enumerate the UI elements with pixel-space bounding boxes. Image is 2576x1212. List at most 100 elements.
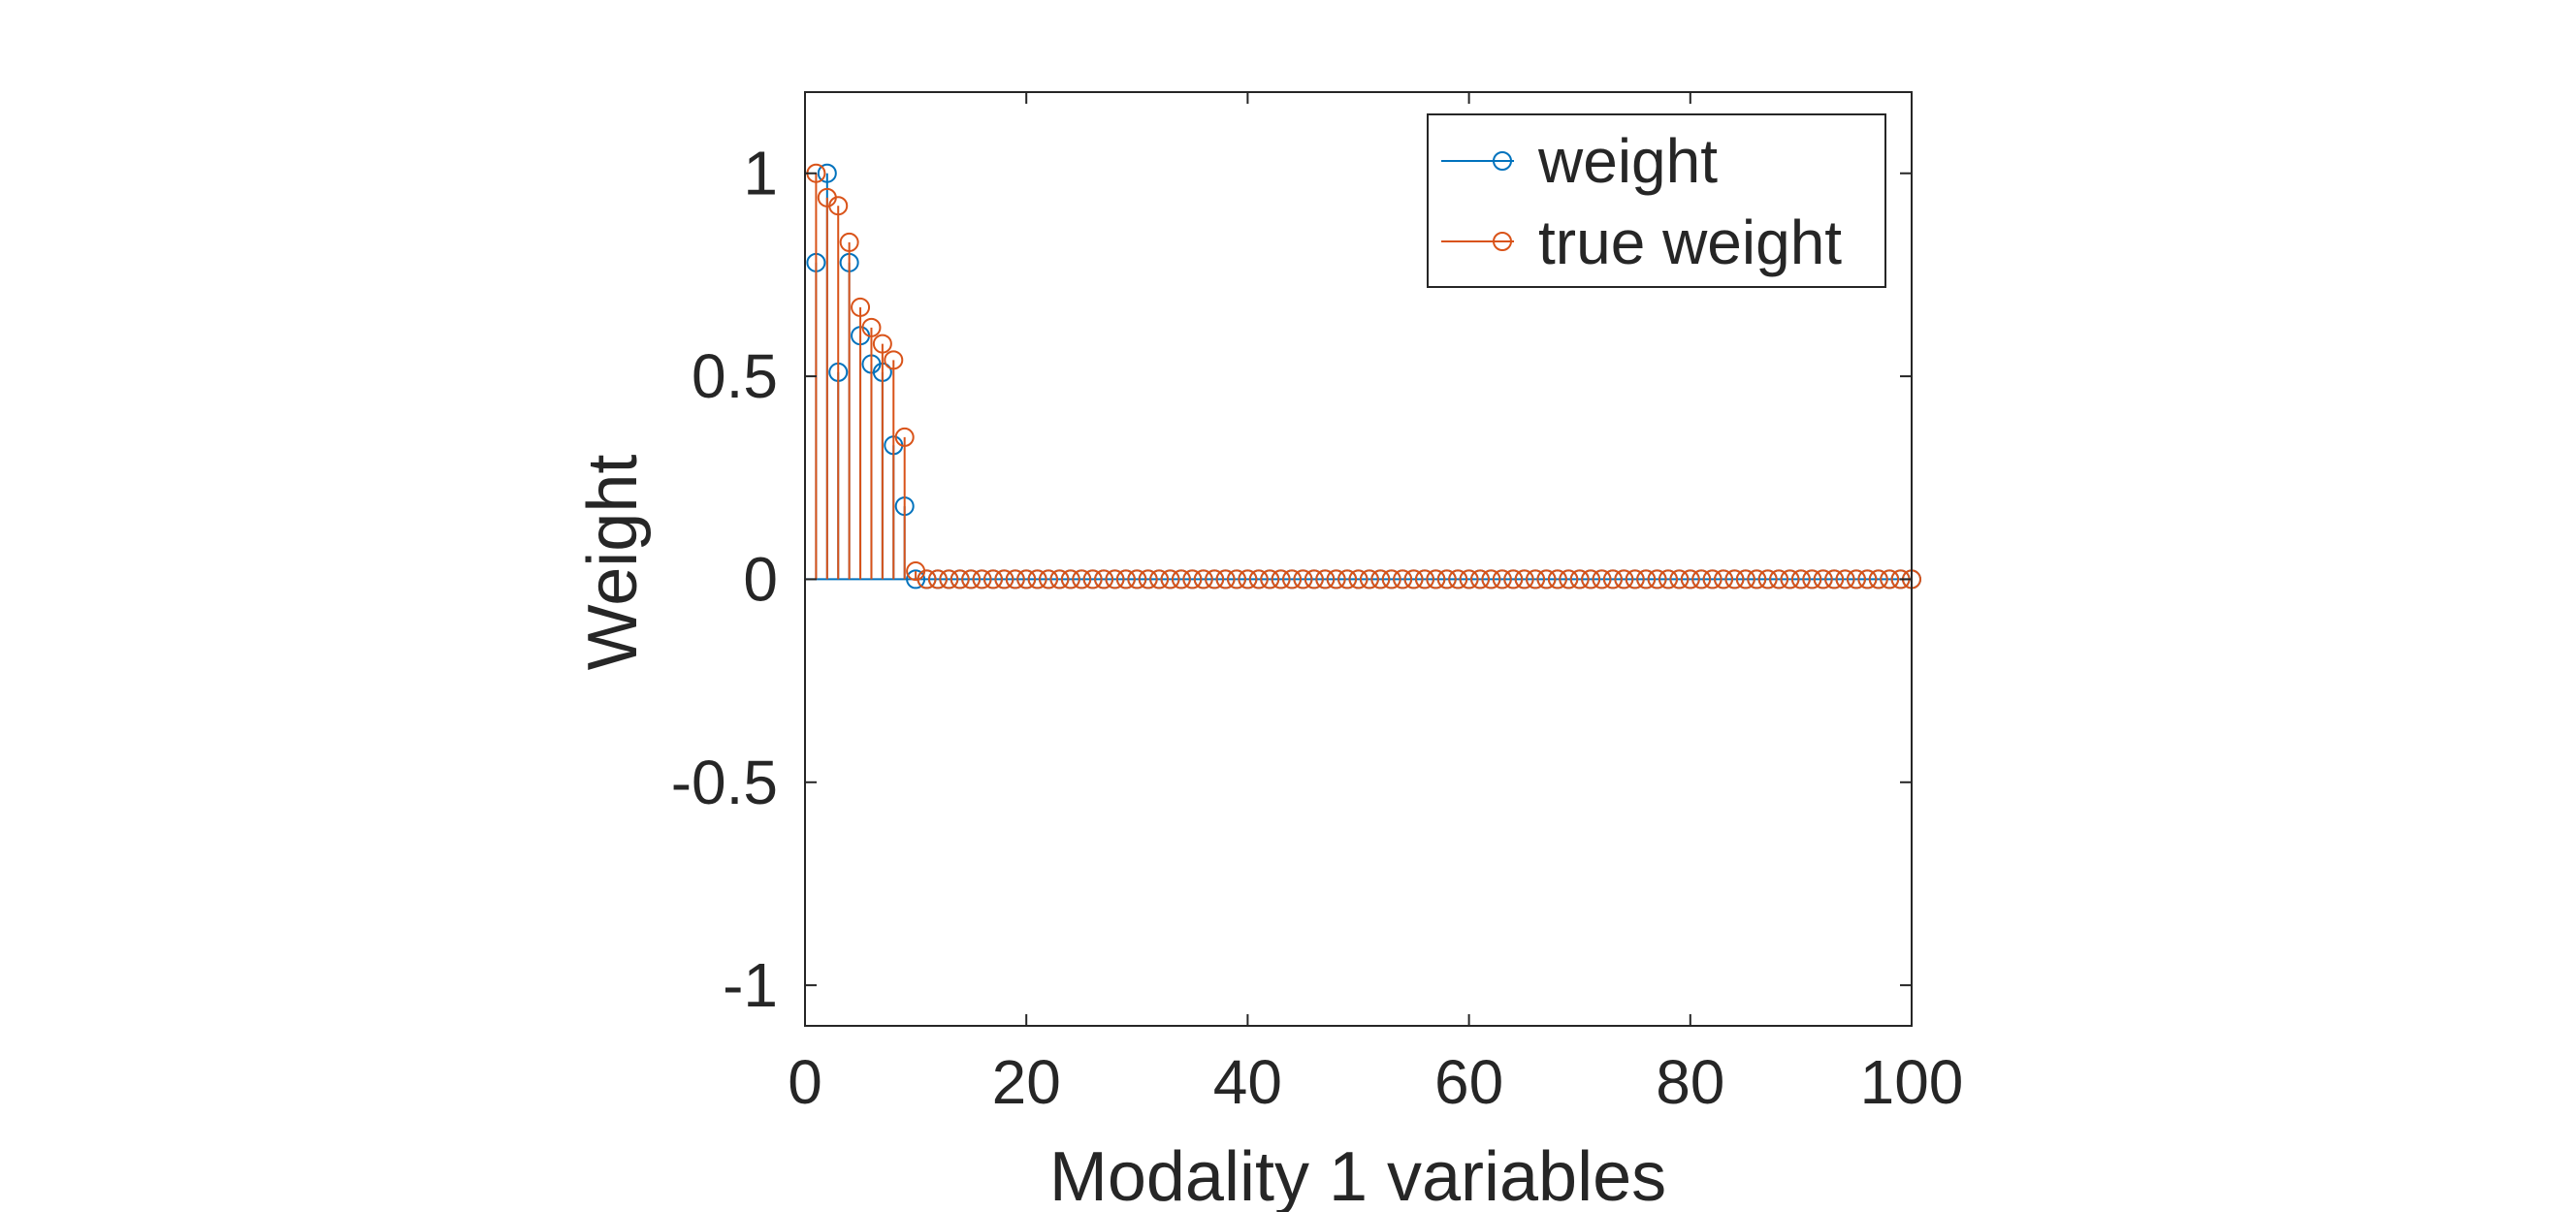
marker-true-weight-61: [1470, 569, 1491, 590]
marker-true-weight-86: [1747, 569, 1767, 590]
marker-true-weight-94: [1835, 569, 1855, 590]
marker-weight-2: [817, 163, 837, 183]
marker-true-weight-23: [1049, 569, 1070, 590]
marker-true-weight-57: [1426, 569, 1446, 590]
marker-true-weight-36: [1193, 569, 1213, 590]
tick-labels-group: 0 20 40 60 80 100 -1 -0.5 0 0.5 1: [671, 139, 1964, 1117]
marker-true-weight-53: [1381, 569, 1401, 590]
y-tick-label: -1: [723, 950, 778, 1020]
marker-true-weight-90: [1790, 569, 1811, 590]
marker-true-weight-51: [1359, 569, 1379, 590]
marker-true-weight-21: [1027, 569, 1047, 590]
marker-true-weight-33: [1160, 569, 1180, 590]
marker-true-weight-4: [839, 232, 859, 252]
marker-true-weight-34: [1171, 569, 1191, 590]
marker-true-weight-49: [1337, 569, 1358, 590]
marker-true-weight-70: [1569, 569, 1590, 590]
marker-true-weight-50: [1348, 569, 1368, 590]
marker-true-weight-93: [1824, 569, 1845, 590]
marker-weight-10: [906, 569, 926, 590]
plot-area: [805, 163, 1921, 590]
marker-true-weight-85: [1735, 569, 1755, 590]
marker-true-weight-31: [1138, 569, 1158, 590]
marker-true-weight-74: [1614, 569, 1634, 590]
marker-true-weight-73: [1602, 569, 1623, 590]
marker-true-weight-84: [1724, 569, 1745, 590]
marker-true-weight-15: [961, 569, 982, 590]
marker-true-weight-13: [939, 569, 959, 590]
marker-true-weight-39: [1226, 569, 1246, 590]
x-axis-label: Modality 1 variables: [1049, 1138, 1666, 1212]
axes-box: [804, 91, 1913, 1027]
marker-true-weight-56: [1414, 569, 1434, 590]
y-tick-label: -0.5: [671, 748, 778, 817]
marker-true-weight-43: [1271, 569, 1291, 590]
marker-true-weight-5: [851, 297, 871, 317]
marker-true-weight-14: [950, 569, 970, 590]
y-axis-label: Weight: [574, 455, 652, 671]
marker-true-weight-69: [1559, 569, 1579, 590]
marker-true-weight-72: [1592, 569, 1612, 590]
legend-marker-true-weight: [1493, 232, 1512, 251]
x-tick-label: 0: [788, 1047, 822, 1117]
marker-true-weight-46: [1304, 569, 1324, 590]
marker-true-weight-38: [1215, 569, 1236, 590]
series-true-weight: [806, 163, 1921, 590]
marker-true-weight-27: [1094, 569, 1114, 590]
marker-true-weight-26: [1082, 569, 1103, 590]
marker-true-weight-98: [1880, 569, 1900, 590]
marker-true-weight-55: [1403, 569, 1424, 590]
marker-true-weight-18: [994, 569, 1014, 590]
marker-true-weight-24: [1060, 569, 1080, 590]
legend[interactable]: weight true weight: [1427, 113, 1886, 288]
marker-true-weight-8: [884, 350, 904, 370]
x-tick-label: 60: [1434, 1047, 1503, 1117]
marker-true-weight-22: [1039, 569, 1059, 590]
x-tick-label: 100: [1860, 1047, 1964, 1117]
marker-true-weight-35: [1182, 569, 1203, 590]
marker-true-weight-37: [1205, 569, 1225, 590]
marker-true-weight-54: [1393, 569, 1413, 590]
marker-true-weight-29: [1115, 569, 1136, 590]
x-tick-label: 40: [1213, 1047, 1282, 1117]
marker-true-weight-65: [1514, 569, 1534, 590]
ticks-group: [804, 92, 1913, 1026]
marker-true-weight-41: [1248, 569, 1269, 590]
marker-true-weight-16: [972, 569, 992, 590]
marker-true-weight-25: [1072, 569, 1092, 590]
marker-true-weight-32: [1149, 569, 1170, 590]
marker-true-weight-58: [1436, 569, 1457, 590]
marker-true-weight-80: [1680, 569, 1700, 590]
marker-true-weight-77: [1647, 569, 1667, 590]
marker-true-weight-66: [1526, 569, 1546, 590]
marker-true-weight-20: [1016, 569, 1037, 590]
marker-true-weight-19: [1005, 569, 1025, 590]
marker-true-weight-68: [1547, 569, 1567, 590]
marker-true-weight-75: [1625, 569, 1645, 590]
y-tick-label: 0: [743, 544, 778, 614]
legend-label-true-weight: true weight: [1538, 207, 1842, 277]
marker-true-weight-3: [828, 196, 849, 216]
marker-true-weight-11: [917, 569, 937, 590]
marker-true-weight-60: [1459, 569, 1479, 590]
legend-label-weight: weight: [1537, 126, 1718, 196]
marker-true-weight-44: [1282, 569, 1303, 590]
marker-true-weight-79: [1669, 569, 1690, 590]
marker-true-weight-7: [872, 334, 892, 354]
marker-true-weight-6: [861, 317, 882, 337]
marker-true-weight-63: [1492, 569, 1512, 590]
marker-true-weight-87: [1757, 569, 1778, 590]
marker-true-weight-42: [1260, 569, 1280, 590]
marker-true-weight-67: [1536, 569, 1557, 590]
marker-true-weight-17: [982, 569, 1003, 590]
marker-true-weight-62: [1481, 569, 1501, 590]
marker-true-weight-95: [1846, 569, 1866, 590]
marker-true-weight-45: [1293, 569, 1313, 590]
marker-true-weight-30: [1127, 569, 1147, 590]
marker-true-weight-82: [1702, 569, 1723, 590]
marker-true-weight-78: [1658, 569, 1678, 590]
x-tick-label: 20: [992, 1047, 1061, 1117]
marker-true-weight-97: [1868, 569, 1888, 590]
